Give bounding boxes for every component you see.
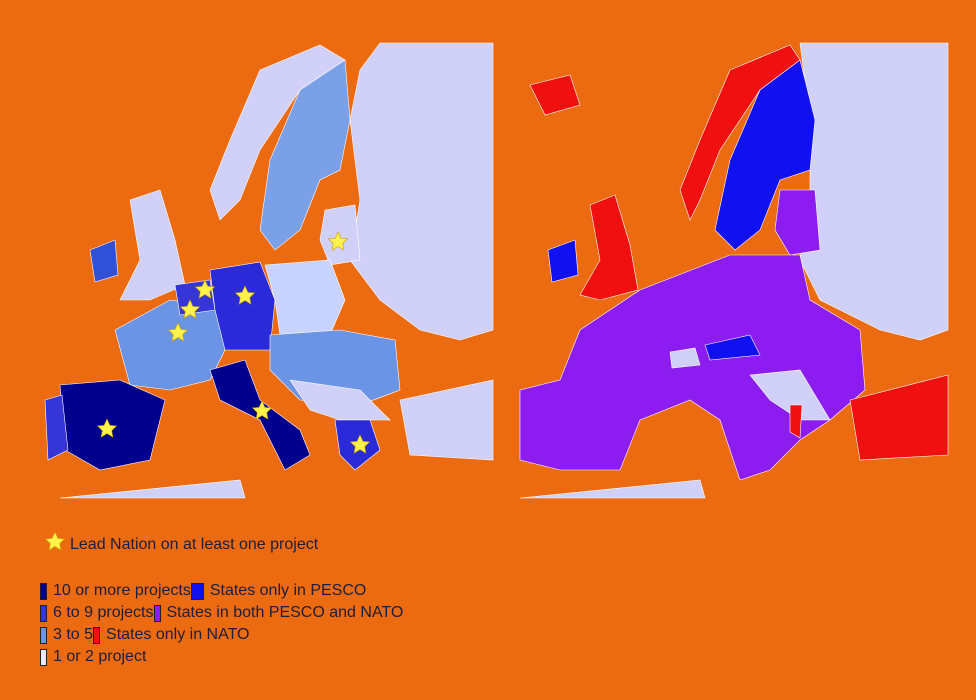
legend-label: States in both PESCO and NATO [166, 604, 404, 621]
legend-star [45, 531, 65, 551]
baltics [774, 189, 821, 256]
russia [349, 42, 494, 341]
left-map [44, 42, 494, 499]
sweden-finland [259, 59, 351, 251]
north-africa [59, 479, 246, 499]
legend-swatch [93, 626, 101, 644]
ireland [89, 239, 119, 283]
switzerland [669, 347, 701, 369]
legend-label: 3 to 5 [53, 626, 94, 643]
legend-label: Lead Nation on at least one project [70, 536, 319, 553]
iceland [529, 74, 581, 116]
mainland [519, 254, 866, 481]
russia [799, 42, 949, 341]
baltics [319, 204, 361, 266]
legend-label: States only in PESCO [209, 582, 367, 599]
legend-swatch [40, 626, 47, 644]
north-africa [519, 479, 706, 499]
legend-label: States only in NATO [106, 626, 250, 643]
balkans [749, 369, 831, 421]
legend-row: 3 to 5 States only in NATO [40, 624, 403, 646]
turkey [399, 379, 494, 461]
legend-swatch [40, 604, 47, 622]
legend-swatch [153, 604, 161, 622]
legend-label: 10 or more projects [53, 582, 191, 599]
spain [59, 379, 166, 471]
norway [209, 44, 346, 221]
legend-swatch [40, 648, 47, 666]
legend: Lead Nation on at least one project 10 o… [40, 530, 403, 668]
legend-row: 1 or 2 project [40, 646, 403, 668]
poland [264, 259, 346, 336]
lead-entry: Lead Nation on at least one project [40, 530, 403, 554]
legend-swatch [40, 582, 47, 600]
legend-label: 1 or 2 project [53, 648, 147, 665]
legend-rows: 10 or more projects States only in PESCO 6… [40, 580, 403, 668]
right-map [519, 42, 949, 499]
ireland [547, 239, 579, 283]
uk [579, 194, 639, 301]
legend-label: 6 to 9 projects [53, 604, 154, 621]
maps [44, 42, 949, 499]
legend-row: 10 or more projects States only in PESCO [40, 580, 403, 602]
uk [119, 189, 186, 301]
austria [704, 334, 761, 361]
turkey [849, 374, 949, 461]
sweden-finland [714, 59, 816, 251]
legend-swatch [190, 582, 204, 600]
legend-row: 6 to 9 projects States in both PESCO and … [40, 602, 403, 624]
norway [679, 44, 801, 221]
portugal [44, 394, 69, 461]
albania [789, 404, 803, 439]
